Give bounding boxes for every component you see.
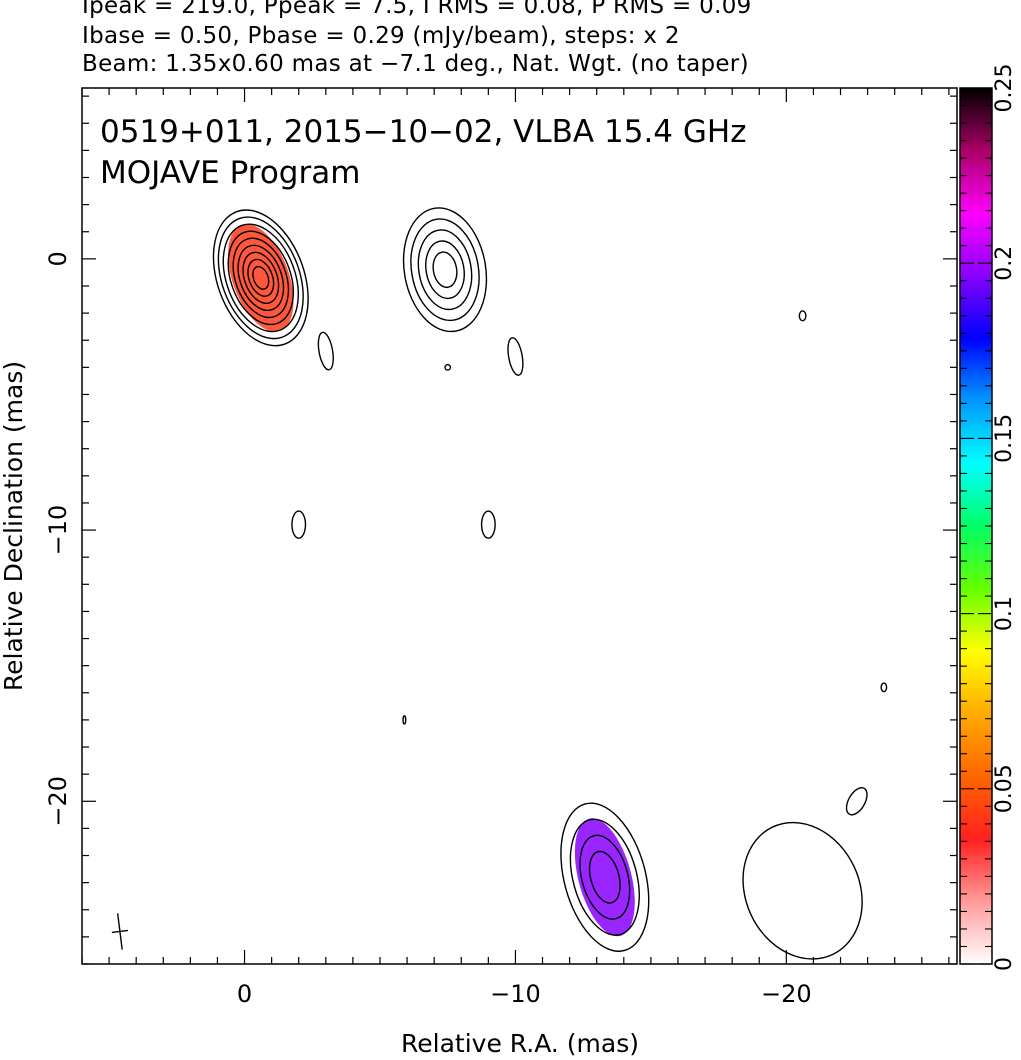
component-9: [798, 310, 807, 322]
contour-level: [242, 251, 280, 304]
header-line-1: Ipeak = 219.0, Ppeak = 7.5, I RMS = 0.08…: [82, 0, 752, 19]
component-0: [212, 209, 309, 347]
contour-level: [507, 337, 524, 376]
x-axis-label: Relative R.A. (mas): [401, 1029, 639, 1058]
contour-level: [252, 265, 270, 290]
polarization-patch: [228, 224, 294, 332]
contour-components: [212, 207, 888, 960]
beam-minor-axis: [111, 929, 129, 934]
component-2: [560, 802, 650, 952]
component-5: [480, 510, 496, 539]
component-12: [444, 363, 452, 371]
contour-level: [588, 850, 621, 904]
y-tick-label: −10: [44, 505, 72, 556]
colorbar-ticks: 0 0.05 0.1 0.15 0.2 0.25: [960, 64, 1017, 971]
contour-level: [432, 251, 458, 289]
axis-ticks: 0 −10 −20 0 −10 −20: [44, 88, 957, 1008]
contour-level: [425, 240, 465, 300]
plot-frame: [81, 87, 958, 965]
contour-level: [579, 834, 631, 920]
header-line-3: Beam: 1.35x0.60 mas at −7.1 deg., Nat. W…: [82, 51, 749, 77]
colorbar-tick-label: 0.05: [992, 764, 1017, 813]
contour-level: [291, 510, 307, 539]
component-7: [507, 337, 524, 376]
contour-level: [845, 787, 868, 816]
contour-level: [480, 510, 496, 539]
colorbar-tick-label: 0.15: [992, 414, 1017, 463]
contour-level: [232, 237, 290, 319]
component-8: [845, 787, 868, 816]
contour-level: [222, 223, 299, 333]
contour-level: [569, 818, 640, 936]
contour-level: [402, 715, 407, 725]
contour-level: [217, 216, 304, 340]
contour-level: [798, 310, 807, 322]
component-6: [317, 331, 334, 371]
colorbar-tick-label: 0: [992, 957, 1017, 971]
component-1: [402, 207, 488, 333]
x-tick-label: −10: [490, 980, 541, 1008]
chart-title: 0519+011, 2015−10−02, VLBA 15.4 GHz: [100, 114, 746, 150]
y-axis-label: Relative Declination (mas): [0, 361, 28, 691]
contour-level: [247, 258, 275, 297]
component-3: [742, 821, 863, 960]
component-11: [402, 715, 407, 725]
contour-level: [402, 207, 488, 333]
component-4: [291, 510, 307, 539]
contour-level: [417, 229, 473, 311]
polarization-patch: [574, 818, 635, 937]
y-tick-label: 0: [44, 251, 72, 266]
chart-subtitle: MOJAVE Program: [100, 155, 360, 191]
contour-level: [742, 821, 863, 960]
x-tick-label: 0: [237, 980, 252, 1008]
component-10: [880, 682, 888, 693]
contour-level: [560, 802, 650, 952]
contour-level: [410, 218, 480, 322]
colorbar-tick-label: 0.1: [992, 596, 1017, 631]
colorbar-tick-label: 0.2: [992, 246, 1017, 281]
x-tick-label: −20: [761, 980, 812, 1008]
y-tick-label: −20: [44, 776, 72, 827]
contour-level: [444, 363, 452, 371]
contour-level: [880, 682, 888, 693]
header-line-2: Ibase = 0.50, Pbase = 0.29 (mJy/beam), s…: [82, 23, 680, 49]
contour-level: [317, 331, 334, 371]
beam-cross: [111, 913, 129, 950]
beam-marker: [111, 913, 129, 950]
colorbar-tick-label: 0.25: [992, 64, 1017, 113]
contour-level: [227, 230, 295, 326]
